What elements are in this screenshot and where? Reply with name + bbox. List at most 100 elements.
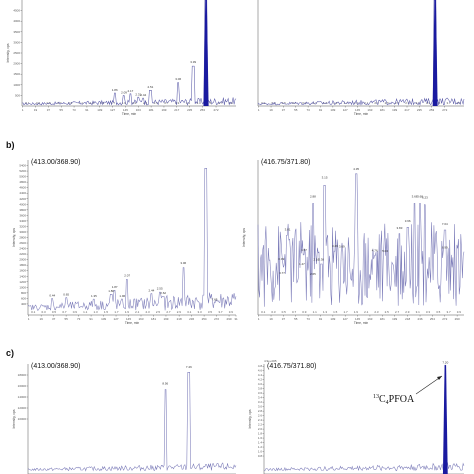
main-peak-fill	[432, 0, 438, 106]
peak-label: 2.55	[157, 287, 163, 291]
y-axis-title: Intensity, cps	[12, 228, 16, 247]
y-axis-title: Intensity, cps	[248, 409, 252, 428]
time-tick-label: 3.1	[187, 310, 192, 314]
time-tick-label: 0.3	[271, 310, 276, 314]
x-tick-label: 109	[330, 108, 335, 112]
x-tick-label: 145	[126, 317, 131, 321]
y-tick-label: 12000	[18, 406, 27, 410]
time-tick-label: 0.1	[25, 101, 30, 105]
peak-label: 3.39	[190, 60, 196, 64]
chart-a-left: 500 1000 1500 2000 2500 3000 3500 4000 4500 1 19 37…	[6, 0, 237, 116]
time-tick-label: 2.5	[154, 101, 159, 105]
peak-label: 2.51	[147, 85, 153, 89]
x-tick-label: 19	[269, 317, 273, 321]
time-tick-label: 3.3	[196, 101, 201, 105]
x-tick-label: 163	[367, 108, 372, 112]
signal-trace	[257, 173, 465, 307]
x-tick-label: 163	[136, 108, 141, 112]
x-tick-label: 73	[72, 108, 76, 112]
time-tick-label: 0.3	[42, 310, 47, 314]
peak-label: 7.65	[212, 297, 218, 301]
main-peak-fill	[442, 365, 448, 474]
x-tick-label: 254	[202, 317, 207, 321]
y-axis-title: Intensity, cps	[12, 409, 16, 428]
x-tick-label: 272	[214, 317, 219, 321]
peak-label: 2.07	[124, 273, 130, 277]
peak-label: 3.06	[175, 77, 181, 81]
x-tick-label: 254	[430, 317, 435, 321]
x-tick-label: 181	[151, 317, 156, 321]
x-tick-label: 1	[22, 108, 24, 112]
peak-label: 3.69	[339, 245, 345, 249]
time-tick-label: 0.7	[62, 310, 67, 314]
y-tick-label: 4400	[19, 191, 26, 195]
x-axis-title: Time, min	[122, 112, 137, 116]
y-tick-label: 4800	[19, 180, 26, 184]
x-tick-label: 290	[455, 317, 460, 321]
y-tick-label: 2500	[13, 51, 20, 55]
peak-label: 2.62	[160, 291, 166, 295]
time-tick-label: 2.9	[405, 101, 410, 105]
peak-label: 6.23	[422, 196, 428, 200]
y-tick-label: 2200	[19, 252, 26, 256]
x-tick-label: 181	[149, 108, 154, 112]
y-tick-label: 3200	[19, 224, 26, 228]
signal-trace	[27, 168, 237, 311]
y-tick-label: 3.0	[258, 405, 263, 409]
chart-panels: 500 1000 1500 2000 2500 3000 3500 4000 4500 1 19 37…	[6, 0, 465, 474]
y-tick-label: 4600	[19, 186, 26, 190]
transition-label: (416.75/371.80)	[261, 159, 310, 166]
time-tick-label: 1.5	[104, 310, 109, 314]
transition-label: (413.00/368.90)	[31, 159, 80, 166]
x-tick-label: 218	[177, 317, 182, 321]
peak-label: 2.31	[135, 92, 141, 96]
peak-label: 2.09	[121, 90, 127, 94]
time-tick-label: 2.3	[146, 310, 151, 314]
signal-trace	[257, 0, 465, 106]
time-tick-label: 0.5	[282, 310, 287, 314]
y-tick-label: 3600	[19, 213, 26, 217]
peak-label: 1.47	[299, 262, 305, 266]
time-tick-label: 1.7	[343, 101, 348, 105]
y-tick-label: 500	[15, 93, 20, 97]
time-tick-label: 0.9	[302, 310, 307, 314]
x-tick-label: 272	[442, 108, 447, 112]
y-tick-label: 14000	[18, 395, 27, 399]
y-tick-label: 4000	[13, 19, 20, 23]
y-tick-label: 1.6	[258, 436, 263, 440]
peak-label: 7.46	[186, 365, 192, 369]
peak-label: 6.99	[442, 245, 448, 249]
x-tick-label: 109	[101, 317, 106, 321]
y-tick-label: 10000	[18, 417, 27, 421]
x-tick-label: 73	[306, 108, 310, 112]
x-tick-label: 19	[269, 108, 273, 112]
annotation-subscript: 4	[386, 400, 389, 406]
y-tick-label: 3000	[19, 230, 26, 234]
x-tick-label: 127	[110, 108, 115, 112]
y-tick-label: 1.2	[258, 445, 263, 449]
x-tick-label: 31	[234, 317, 238, 321]
x-tick-label: 127	[343, 317, 348, 321]
x-tick-label: 272	[214, 108, 219, 112]
time-tick-label: 2.7	[164, 101, 169, 105]
peak-label: 8.56	[162, 382, 168, 386]
time-tick-label: 2.5	[156, 310, 161, 314]
time-tick-label: 3.1	[416, 101, 421, 105]
y-tick-label: 3800	[19, 208, 26, 212]
time-tick-label: 2.9	[175, 101, 180, 105]
y-tick-label: 2000	[19, 258, 26, 262]
x-tick-label: 127	[114, 317, 119, 321]
signal-trace	[21, 0, 237, 106]
y-tick-label: 800	[21, 291, 26, 295]
peak-label: 7.20	[442, 361, 448, 365]
y-tick-label: 4.2	[258, 378, 263, 382]
time-tick-label: 3.5	[436, 310, 441, 314]
annotation-arrow-line	[415, 375, 443, 395]
y-tick-label: 600	[21, 296, 26, 300]
x-tick-label: 91	[89, 317, 93, 321]
peak-label: 2.44	[148, 288, 154, 292]
peak-label: 2.16	[313, 257, 319, 261]
x-tick-label: 199	[392, 108, 397, 112]
x-tick-label: 127	[343, 108, 348, 112]
time-tick-label: 3.3	[426, 310, 431, 314]
